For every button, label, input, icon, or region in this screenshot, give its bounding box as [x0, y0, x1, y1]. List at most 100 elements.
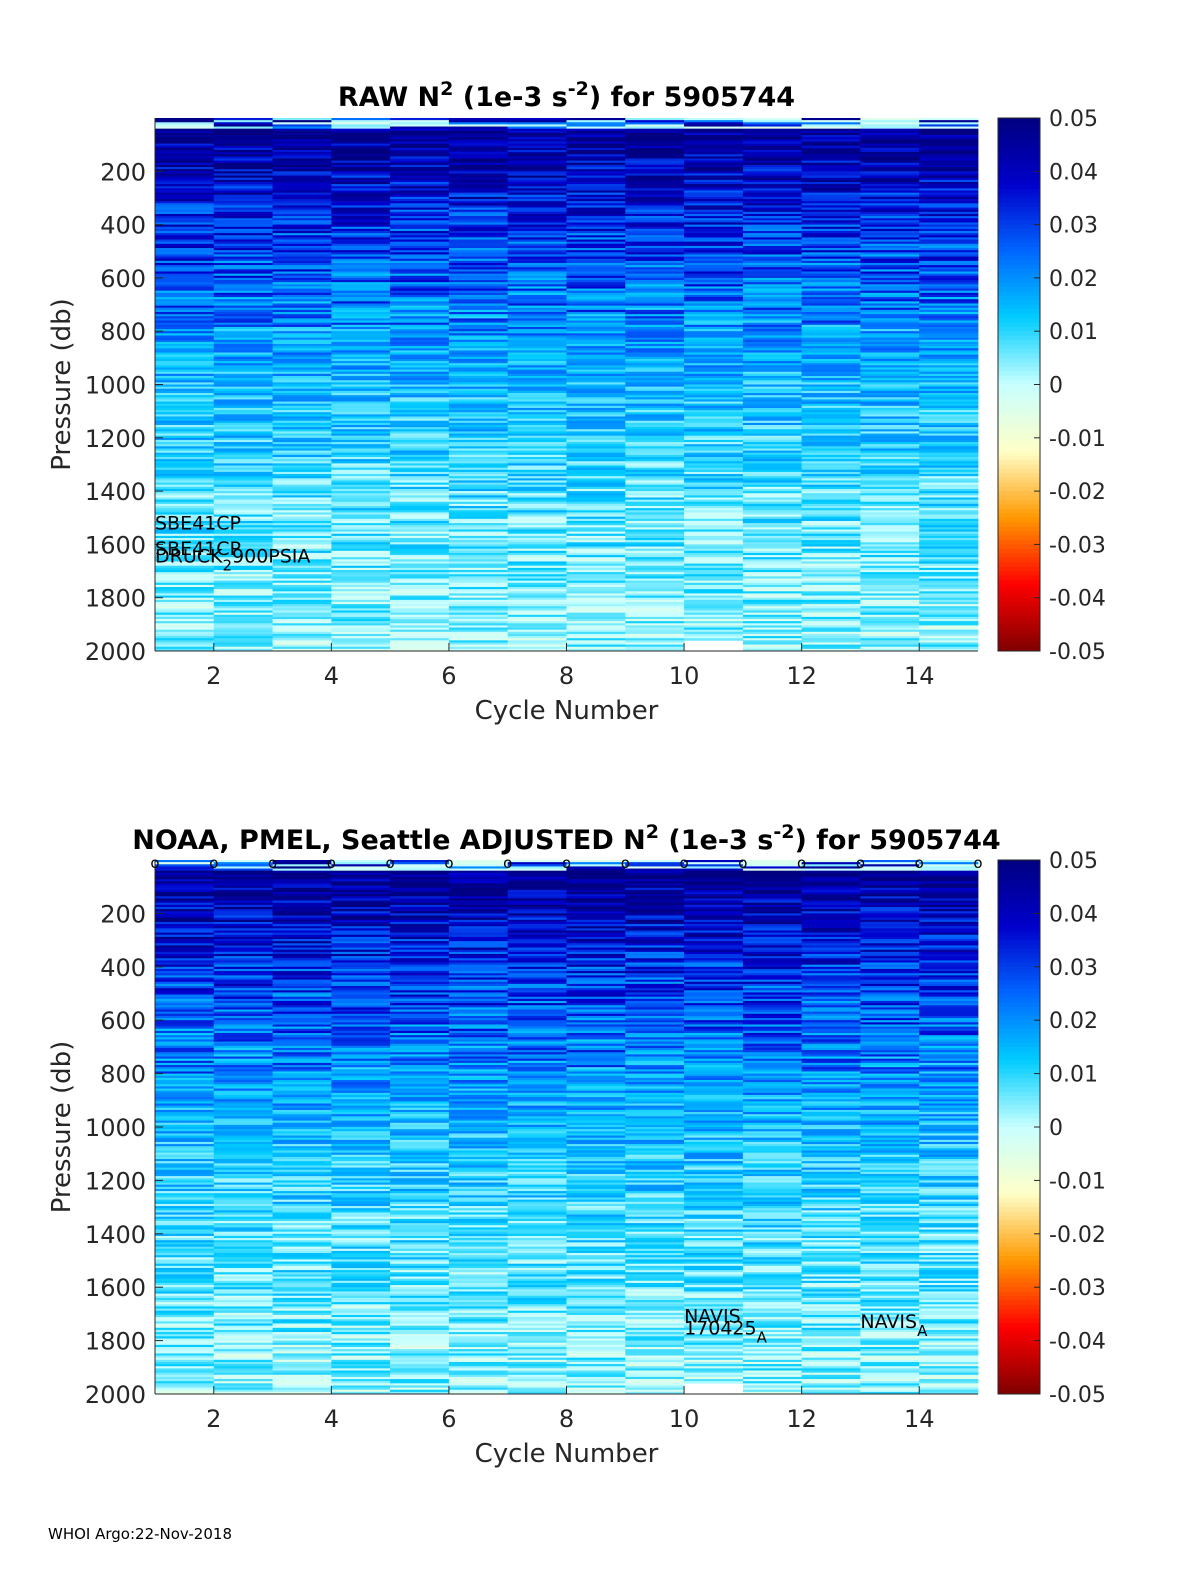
heatmap-cell — [684, 162, 744, 166]
heatmap-cell — [155, 619, 215, 622]
heatmap-cell — [390, 1391, 450, 1395]
heatmap-cell — [155, 638, 215, 641]
heatmap-cell — [390, 280, 450, 283]
heatmap-cell — [448, 945, 509, 948]
heatmap-cell — [860, 403, 920, 407]
heatmap-cell — [331, 160, 391, 164]
heatmap-cell — [860, 548, 920, 552]
heatmap-cell — [448, 329, 509, 332]
heatmap-cell — [448, 616, 509, 620]
heatmap-cell — [801, 480, 861, 483]
heatmap-cell — [213, 299, 273, 302]
heatmap-cell — [801, 371, 861, 375]
heatmap-cell — [213, 1094, 273, 1098]
heatmap-cell — [390, 1344, 450, 1348]
heatmap-cell — [331, 1176, 391, 1179]
heatmap-cell — [919, 580, 979, 584]
heatmap-cell — [801, 252, 861, 255]
heatmap-cell — [331, 512, 391, 515]
heatmap-cell — [625, 506, 685, 509]
heatmap-cell — [801, 260, 861, 264]
heatmap-cell — [213, 986, 273, 989]
heatmap-cell — [860, 469, 920, 473]
heatmap-cell — [213, 546, 273, 550]
heatmap-cell — [566, 452, 626, 456]
heatmap-cell — [860, 226, 920, 230]
heatmap-cell — [390, 380, 450, 383]
heatmap-cell — [272, 307, 332, 311]
heatmap-cell — [213, 516, 273, 520]
y-tick-label: 1200 — [85, 425, 146, 453]
heatmap-cell — [507, 290, 567, 294]
heatmap-cell — [919, 135, 979, 138]
y-tick-label: 800 — [100, 318, 146, 346]
heatmap-cell — [390, 1242, 450, 1245]
heatmap-cell — [566, 467, 626, 471]
heatmap-cell — [390, 646, 450, 650]
heatmap-cell — [448, 633, 509, 637]
colorbar-segment — [998, 291, 1040, 297]
heatmap-cell — [742, 203, 803, 206]
heatmap-cell — [566, 318, 626, 321]
x-tick-label: 8 — [559, 662, 574, 690]
heatmap-cell — [213, 1169, 273, 1173]
heatmap-cell — [390, 924, 450, 927]
heatmap-cell — [390, 1199, 450, 1203]
heatmap-cell — [860, 410, 920, 413]
heatmap-cell — [448, 642, 509, 645]
heatmap-cell — [448, 934, 509, 938]
heatmap-cell — [684, 248, 744, 251]
heatmap-cell — [213, 877, 273, 880]
heatmap-cell — [448, 595, 509, 599]
heatmap-cell — [566, 518, 626, 522]
heatmap-cell — [448, 563, 509, 567]
heatmap-cell — [331, 1191, 391, 1194]
heatmap-cell — [566, 633, 626, 637]
heatmap-cell — [566, 555, 626, 558]
heatmap-cell — [272, 495, 332, 498]
heatmap-cell — [331, 1235, 391, 1239]
heatmap-cell — [801, 216, 861, 219]
heatmap-cell — [742, 147, 803, 151]
heatmap-cell — [331, 154, 391, 157]
heatmap-cell — [684, 226, 744, 230]
heatmap-cell — [625, 122, 685, 125]
colorbar-segment — [998, 326, 1040, 332]
heatmap-cell — [272, 329, 332, 332]
heatmap-cell — [331, 495, 391, 498]
heatmap-cell — [919, 367, 979, 370]
heatmap-cell — [272, 1353, 332, 1356]
heatmap-cell — [860, 642, 920, 645]
heatmap-cell — [213, 1291, 273, 1295]
heatmap-cell — [625, 181, 685, 185]
heatmap-cell — [448, 284, 509, 287]
heatmap-cell — [801, 169, 861, 172]
heatmap-cell — [625, 382, 685, 385]
heatmap-cell — [331, 1144, 391, 1147]
heatmap-cell — [860, 171, 920, 174]
x-tick-label: 4 — [324, 662, 339, 690]
heatmap-cell — [155, 137, 215, 140]
heatmap-cell — [390, 1069, 450, 1072]
heatmap-cell — [331, 1122, 391, 1126]
heatmap-cell — [390, 1165, 450, 1168]
heatmap-cell — [155, 1018, 215, 1021]
heatmap-cell — [331, 1120, 391, 1124]
heatmap-cell — [860, 154, 920, 157]
heatmap-cell — [390, 631, 450, 635]
heatmap-cell — [331, 945, 391, 948]
heatmap-cell — [684, 243, 744, 247]
heatmap-cell — [272, 986, 332, 989]
heatmap-cell — [272, 448, 332, 451]
heatmap-cell — [331, 395, 391, 398]
heatmap-cell — [448, 527, 509, 530]
heatmap-cell — [155, 943, 215, 946]
colorbar-segment — [998, 597, 1040, 603]
heatmap-cell — [742, 167, 803, 170]
heatmap-cell — [390, 1201, 450, 1205]
heatmap-cell — [272, 932, 332, 936]
heatmap-cell — [213, 870, 273, 874]
heatmap-cell — [390, 544, 450, 547]
heatmap-cell — [507, 203, 567, 206]
heatmap-cell — [272, 474, 332, 477]
